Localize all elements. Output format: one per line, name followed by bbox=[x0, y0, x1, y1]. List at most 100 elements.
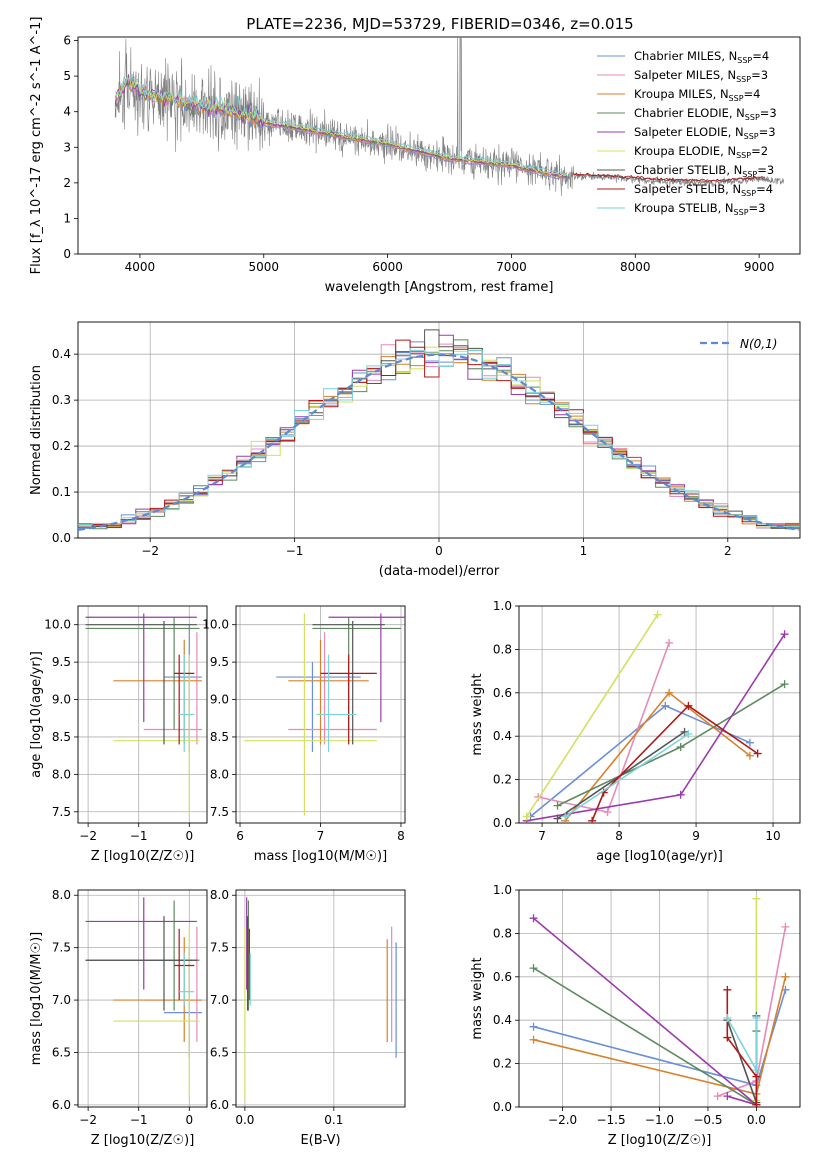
errorbar-point-0 bbox=[276, 662, 361, 752]
spectrum-data-line bbox=[114, 37, 785, 196]
legend-entry-7: Salpeter STELIB, NSSP=4 bbox=[634, 182, 773, 198]
errorbar-point-5 bbox=[244, 613, 377, 816]
series-marker bbox=[529, 1022, 538, 1031]
tick-label-y: 7.5 bbox=[210, 941, 229, 955]
residuals-xlabel: (data-model)/error bbox=[379, 564, 500, 579]
series-marker bbox=[603, 808, 612, 817]
errorbar-point-4 bbox=[328, 613, 405, 722]
errorbar-point-1 bbox=[288, 632, 377, 745]
tick-label-y: 0.1 bbox=[52, 485, 71, 499]
series-marker bbox=[723, 985, 732, 994]
weight_vs_Z-series bbox=[529, 894, 790, 1107]
series-marker bbox=[752, 1066, 761, 1075]
errorbar-point-6 bbox=[312, 620, 385, 745]
legend-name: Kroupa STELIB, N bbox=[634, 201, 734, 215]
series-marker bbox=[723, 1014, 732, 1023]
tick-label-x: 6 bbox=[236, 829, 244, 843]
age_vs_Z-axes: −2 −1 0 7.5 8.0 8.5 9.0 9.5 10.0 Z [log10(Z/Z☉)] a… bbox=[29, 605, 208, 864]
tick-label-y: 3 bbox=[63, 140, 71, 154]
normal-reference-curve bbox=[78, 353, 800, 531]
series-marker bbox=[745, 751, 754, 760]
tick-label-y: 0.8 bbox=[493, 926, 512, 940]
tick-label-y: 9.5 bbox=[52, 655, 71, 669]
errorbar-point-7 bbox=[320, 654, 377, 745]
series-marker bbox=[752, 1014, 761, 1023]
tick-label-y: 6 bbox=[63, 34, 71, 48]
series-line-7 bbox=[726, 989, 758, 1105]
spectrum-lines bbox=[114, 37, 785, 196]
series-marker bbox=[723, 1033, 732, 1042]
legend-count: =3 bbox=[760, 106, 777, 120]
errorbar-point-8 bbox=[179, 654, 195, 752]
legend-entry-0: Chabrier MILES, NSSP=4 bbox=[634, 49, 769, 65]
mass_vs_ebv-points bbox=[244, 897, 397, 1100]
tick-label-x: 0.0 bbox=[747, 1113, 766, 1127]
legend-sub: SSP bbox=[736, 151, 751, 160]
tick-label-x: −1 bbox=[130, 1113, 148, 1127]
tick-label-y: 2 bbox=[63, 176, 71, 190]
legend-count: =3 bbox=[751, 68, 768, 82]
legend-sub: SSP bbox=[744, 132, 759, 141]
tick-label-y: 0.4 bbox=[52, 347, 71, 361]
series-marker bbox=[665, 638, 674, 647]
legend-entry-3: Chabrier ELODIE, NSSP=3 bbox=[634, 106, 777, 122]
legend-entry-4: Salpeter ELODIE, NSSP=3 bbox=[634, 125, 776, 141]
series-marker bbox=[752, 894, 761, 903]
legend-count: =2 bbox=[751, 144, 768, 158]
tick-label-y: 8.0 bbox=[52, 888, 71, 902]
series-marker bbox=[653, 610, 662, 619]
tick-label-y: 8.0 bbox=[210, 767, 229, 781]
spectrum-model-line-8 bbox=[114, 73, 568, 175]
series-marker bbox=[676, 790, 685, 799]
spectrum-frame bbox=[77, 36, 801, 255]
series-marker bbox=[529, 914, 538, 923]
tick-label-y: 0.4 bbox=[493, 729, 512, 743]
series-line-8 bbox=[564, 733, 689, 818]
mass_vs_Z-frame bbox=[77, 889, 208, 1108]
tick-label-y: 7.5 bbox=[210, 805, 229, 819]
tick-label-y: 1.0 bbox=[493, 883, 512, 897]
series-line-3 bbox=[533, 967, 758, 1107]
legend-count: =3 bbox=[757, 163, 774, 177]
tick-label-y: 7.5 bbox=[52, 805, 71, 819]
series-marker bbox=[529, 964, 538, 973]
tick-label-y: 0.2 bbox=[493, 773, 512, 787]
weight_vs_age-xlabel: age [log10(age/yr)] bbox=[596, 849, 723, 864]
tick-label-x: −1 bbox=[130, 829, 148, 843]
errorbar-point-2 bbox=[113, 639, 202, 745]
mass_vs_ebv-frame bbox=[235, 889, 406, 1108]
weight_vs_Z-axes: −2.0 −1.5 −1.0 −0.5 0.0 0.0 0.2 0.4 0.6 0.8 1.0 Z [… bbox=[470, 883, 801, 1148]
legend-name: Salpeter STELIB, N bbox=[634, 182, 741, 196]
tick-label-y: 1 bbox=[63, 211, 71, 225]
tick-label-y: 10.0 bbox=[202, 618, 229, 632]
spectrum-model-line-0 bbox=[114, 79, 567, 180]
age_vs_mass-xlabel: mass [log10(M/M☉)] bbox=[254, 849, 387, 864]
legend-sub: SSP bbox=[737, 56, 752, 65]
weight_vs_Z-frame bbox=[518, 889, 801, 1108]
tick-label-x: 9 bbox=[692, 829, 700, 843]
legend-entry-8: Kroupa STELIB, NSSP=3 bbox=[634, 201, 765, 217]
tick-label-x: −2.0 bbox=[548, 1113, 577, 1127]
series-marker bbox=[529, 1035, 538, 1044]
mass_vs_Z-ylabel: mass [log10(M/M☉)] bbox=[29, 932, 44, 1065]
legend-sub: SSP bbox=[729, 94, 744, 103]
age_vs_Z-points bbox=[85, 613, 202, 816]
series-marker bbox=[676, 743, 685, 752]
tick-label-y: 6.5 bbox=[52, 1045, 71, 1059]
series-marker bbox=[553, 814, 562, 823]
errorbar-point-4 bbox=[85, 613, 197, 722]
errorbar-point-5 bbox=[113, 926, 200, 1100]
age_vs_mass-points bbox=[244, 613, 405, 816]
tick-label-x: 8 bbox=[397, 829, 405, 843]
spectrum-model-line-7 bbox=[573, 172, 766, 182]
tick-label-y: 9.5 bbox=[210, 655, 229, 669]
spectrum-model-line-3 bbox=[114, 78, 568, 179]
tick-label-x: 2 bbox=[724, 544, 732, 558]
series-marker bbox=[752, 1100, 761, 1107]
errorbar-point-0 bbox=[164, 947, 202, 1058]
spectrum-xlabel: wavelength [Angstrom, rest frame] bbox=[325, 280, 554, 295]
series-marker bbox=[553, 801, 562, 810]
weight_vs_age-axes: 7 8 9 10 0.0 0.2 0.4 0.6 0.8 1.0 age [log10(age/yr… bbox=[470, 599, 801, 864]
errorbar-point-0 bbox=[164, 624, 202, 752]
residual-step-8 bbox=[78, 349, 800, 528]
